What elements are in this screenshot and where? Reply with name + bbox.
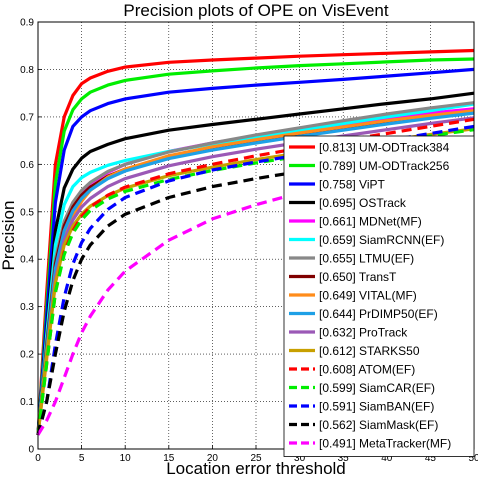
series-line-1 — [36, 57, 475, 435]
x-tick-label: 0 — [35, 453, 41, 464]
legend-label: [0.789] UM-ODTrack256 — [319, 159, 450, 173]
legend-label: [0.758] ViPT — [319, 178, 385, 192]
y-tick-label: 0.6 — [20, 160, 34, 171]
legend-label: [0.612] STARKS50 — [319, 344, 420, 358]
legend-label: [0.661] MDNet(MF) — [319, 215, 422, 229]
x-tick-label: 45 — [425, 453, 437, 464]
y-tick-label: 0.4 — [20, 255, 34, 266]
series-line-0 — [36, 48, 475, 435]
x-tick-label: 15 — [163, 453, 175, 464]
legend-label: [0.655] LTMU(EF) — [319, 252, 414, 266]
series-line-9 — [36, 111, 475, 435]
chart-title: Precision plots of OPE on VisEvent — [123, 1, 388, 20]
legend-label: [0.695] OSTrack — [319, 196, 407, 210]
legend-label: [0.591] SiamBAN(EF) — [319, 400, 434, 414]
legend-label: [0.491] MetaTracker(MF) — [319, 437, 451, 451]
x-tick-label: 5 — [79, 453, 85, 464]
x-tick-label: 35 — [338, 453, 350, 464]
y-tick-label: 0.5 — [20, 207, 34, 218]
legend-label: [0.632] ProTrack — [319, 326, 408, 340]
series-line-5 — [36, 102, 475, 435]
legend-label: [0.659] SiamRCNN(EF) — [319, 233, 444, 247]
x-tick-label: 10 — [120, 453, 132, 464]
y-tick-label: 0.9 — [20, 18, 34, 29]
legend-label: [0.644] PrDIMP50(EF) — [319, 307, 438, 321]
series-line-13 — [36, 128, 475, 435]
legend-box — [283, 135, 475, 457]
x-tick-label: 50 — [468, 453, 478, 464]
legend-label: [0.813] UM-ODTrack384 — [319, 141, 450, 155]
y-axis-label: Precision — [0, 201, 18, 271]
legend-label: [0.650] TransT — [319, 270, 397, 284]
x-tick-label: 20 — [207, 453, 219, 464]
x-tick-label: 25 — [250, 453, 262, 464]
x-axis-label: Location error threshold — [166, 459, 346, 477]
x-tick-label: 30 — [294, 453, 306, 464]
y-tick-label: 0 — [28, 445, 34, 456]
y-tick-label: 0.2 — [20, 350, 34, 361]
series-line-2 — [36, 67, 475, 435]
legend-label: [0.608] ATOM(EF) — [319, 363, 415, 377]
y-tick-label: 0.1 — [20, 397, 34, 408]
y-tick-label: 0.7 — [20, 112, 34, 123]
legend-label: [0.649] VITAL(MF) — [319, 289, 417, 303]
x-tick-label: 40 — [381, 453, 393, 464]
legend-label: [0.599] SiamCAR(EF) — [319, 381, 435, 395]
legend-label: [0.562] SiamMask(EF) — [319, 418, 438, 432]
legend: [0.813] UM-ODTrack384 [0.789] UM-ODTrack2… — [283, 135, 475, 457]
series-line-3 — [36, 91, 475, 435]
y-tick-label: 0.3 — [20, 302, 34, 313]
y-tick-label: 0.8 — [20, 65, 34, 76]
